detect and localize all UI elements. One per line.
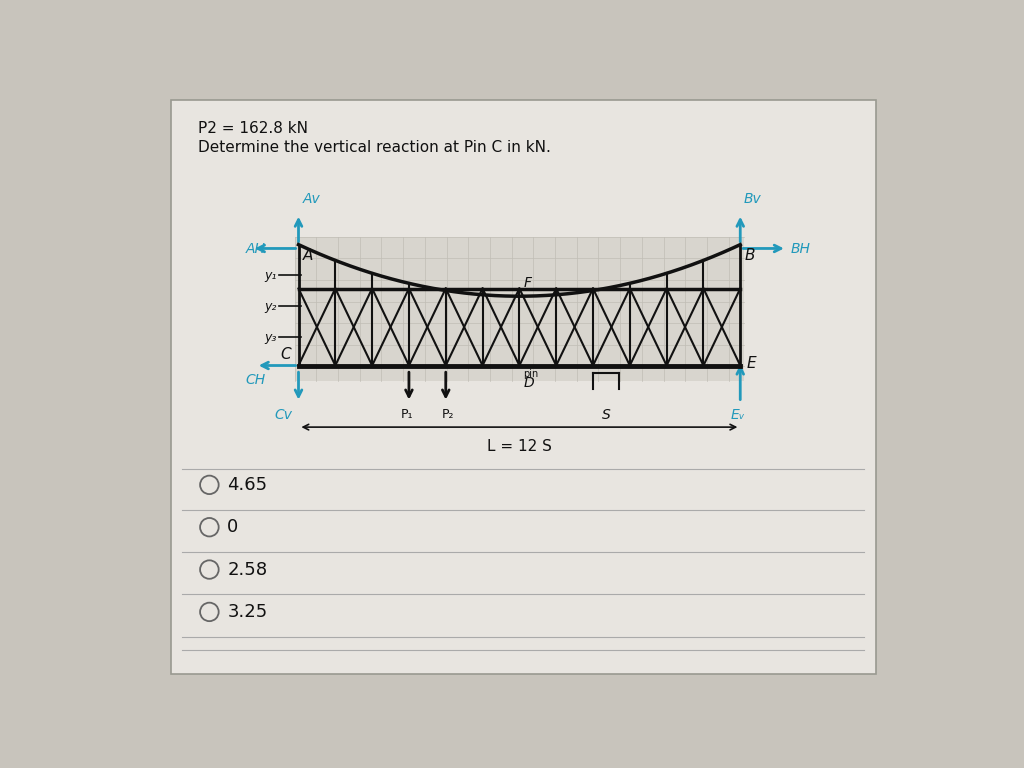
Text: B: B: [744, 248, 756, 263]
Text: D: D: [523, 376, 534, 390]
Text: Eᵥ: Eᵥ: [731, 408, 745, 422]
Text: pin: pin: [523, 369, 539, 379]
Text: C: C: [281, 347, 291, 362]
Text: Determine the vertical reaction at Pin C in kN.: Determine the vertical reaction at Pin C…: [198, 140, 551, 155]
Text: y₃: y₃: [264, 330, 276, 343]
Text: P2 = 162.8 kN: P2 = 162.8 kN: [198, 121, 308, 137]
Text: L = 12 S: L = 12 S: [487, 439, 552, 454]
Text: Av: Av: [302, 192, 321, 206]
Text: y₂: y₂: [264, 300, 276, 313]
Text: P₁: P₁: [400, 408, 413, 421]
Text: 3.25: 3.25: [227, 603, 267, 621]
Bar: [295, 237, 744, 381]
Text: 4.65: 4.65: [227, 476, 267, 494]
Text: P₂: P₂: [441, 408, 455, 421]
Text: Cv: Cv: [274, 408, 292, 422]
Text: F: F: [523, 276, 531, 290]
Text: A: A: [303, 248, 313, 263]
Text: CH: CH: [246, 373, 266, 387]
Text: 2.58: 2.58: [227, 561, 267, 578]
Text: AH: AH: [246, 242, 265, 256]
Text: S: S: [601, 408, 610, 422]
Text: Bv: Bv: [744, 192, 762, 206]
Text: BH: BH: [791, 242, 811, 256]
Text: E: E: [746, 356, 756, 372]
Text: y₁: y₁: [264, 269, 276, 282]
Text: 0: 0: [227, 518, 239, 536]
Bar: [171, 100, 876, 674]
